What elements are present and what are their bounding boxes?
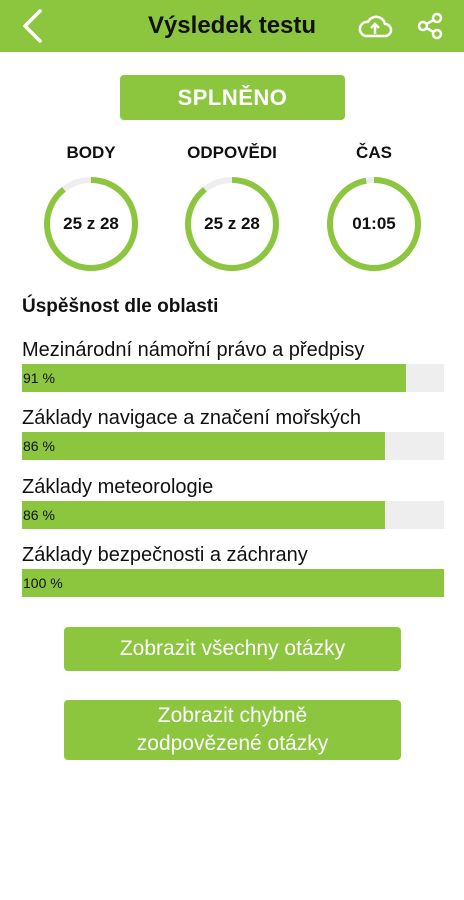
area-item: Základy navigace a značení mořských 86 % [22, 404, 444, 460]
top-app-bar: Výsledek testu [0, 0, 464, 52]
area-progress-bar: 91 % [22, 364, 444, 392]
stat-time-ring: 01:05 [324, 174, 424, 274]
area-name: Základy navigace a značení mořských [22, 407, 362, 429]
area-progress-bar: 86 % [22, 432, 444, 460]
cloud-upload-icon [358, 15, 393, 38]
show-all-questions-button[interactable]: Zobrazit všechny otázky [64, 627, 401, 671]
area-percent: 86 % [23, 438, 55, 454]
area-progress-bar: 86 % [22, 501, 444, 529]
stat-body-label: BODY [66, 143, 116, 162]
upload-button[interactable] [356, 8, 394, 44]
stat-answers-ring: 25 z 28 [182, 174, 282, 274]
back-button[interactable] [14, 8, 50, 44]
stat-time-value: 01:05 [352, 214, 396, 233]
stat-answers: ODPOVĚDI 25 z 28 [177, 140, 287, 274]
area-progress-fill [22, 432, 385, 460]
show-wrong-questions-label: Zobrazit chybně zodpovězené otázky [136, 704, 329, 755]
section-title-areas: Úspěšnost dle oblasti [22, 296, 219, 317]
area-name: Mezinárodní námořní právo a předpisy [22, 339, 365, 361]
area-progress-bar: 100 % [22, 569, 444, 597]
status-badge: SPLNĚNO [120, 75, 345, 120]
page-title: Výsledek testu [147, 12, 317, 39]
area-item: Mezinárodní námořní právo a předpisy 91 … [22, 336, 444, 392]
stat-body-value: 25 z 28 [63, 214, 119, 233]
share-icon [417, 12, 443, 40]
area-progress-fill [22, 364, 407, 392]
stat-answers-value: 25 z 28 [204, 214, 260, 233]
area-item: Základy meteorologie 86 % [22, 473, 444, 529]
chevron-left-icon [23, 9, 42, 43]
area-percent: 86 % [23, 507, 55, 523]
area-name: Základy meteorologie [22, 476, 214, 498]
area-percent: 100 % [23, 575, 63, 591]
stat-time-label: ČAS [356, 143, 392, 162]
show-wrong-questions-button[interactable]: Zobrazit chybně zodpovězené otázky [64, 700, 401, 760]
stat-body: BODY 25 z 28 [36, 140, 146, 274]
area-progress-fill [22, 569, 444, 597]
area-name: Základy bezpečnosti a záchrany [22, 544, 308, 566]
share-button[interactable] [412, 8, 448, 44]
area-item: Základy bezpečnosti a záchrany 100 % [22, 541, 444, 597]
stat-time: ČAS 01:05 [319, 140, 429, 274]
stat-body-ring: 25 z 28 [41, 174, 141, 274]
stat-answers-label: ODPOVĚDI [187, 143, 277, 162]
area-percent: 91 % [23, 370, 55, 386]
area-progress-fill [22, 501, 385, 529]
